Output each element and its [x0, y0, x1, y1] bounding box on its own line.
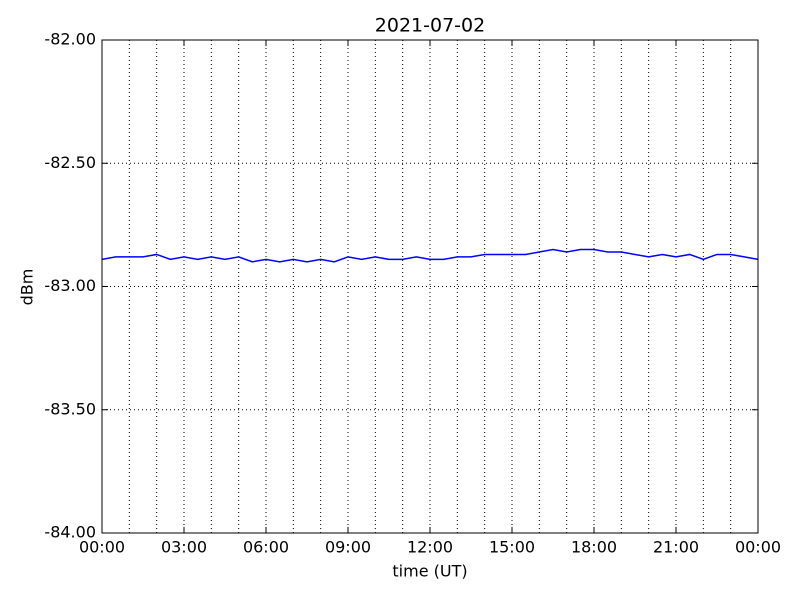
x-tick-label: 03:00 [161, 538, 207, 557]
y-tick-label: -82.50 [44, 153, 96, 172]
y-axis-label: dBm [18, 269, 37, 306]
y-tick-label: -83.00 [44, 276, 96, 295]
x-tick-label: 09:00 [325, 538, 371, 557]
x-axis-label: time (UT) [392, 562, 467, 581]
plot-frame [101, 39, 759, 534]
x-tick-label: 06:00 [243, 538, 289, 557]
x-tick-label: 00:00 [735, 538, 781, 557]
y-tick-label: -84.00 [44, 523, 96, 542]
data-line [101, 248, 759, 263]
y-tick-label: -82.00 [44, 30, 96, 49]
x-tick-label: 18:00 [571, 538, 617, 557]
x-tick-label: 21:00 [653, 538, 699, 557]
x-tick-label: 12:00 [407, 538, 453, 557]
x-tick-label: 15:00 [489, 538, 535, 557]
y-tick-label: -83.50 [44, 399, 96, 418]
x-tick-label: 00:00 [79, 538, 125, 557]
chart-title: 2021-07-02 [375, 15, 485, 37]
